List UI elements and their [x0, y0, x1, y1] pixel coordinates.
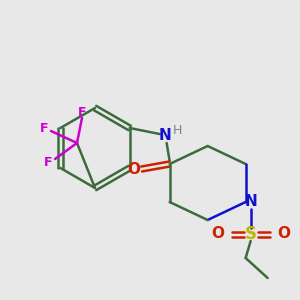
- Text: O: O: [127, 161, 140, 176]
- Text: F: F: [78, 106, 86, 118]
- Text: F: F: [44, 157, 52, 169]
- Text: O: O: [211, 226, 224, 242]
- Text: F: F: [40, 122, 48, 134]
- Text: O: O: [277, 226, 290, 242]
- Text: H: H: [173, 124, 182, 137]
- Text: S: S: [244, 225, 256, 243]
- Text: N: N: [244, 194, 257, 209]
- Text: N: N: [158, 128, 171, 143]
